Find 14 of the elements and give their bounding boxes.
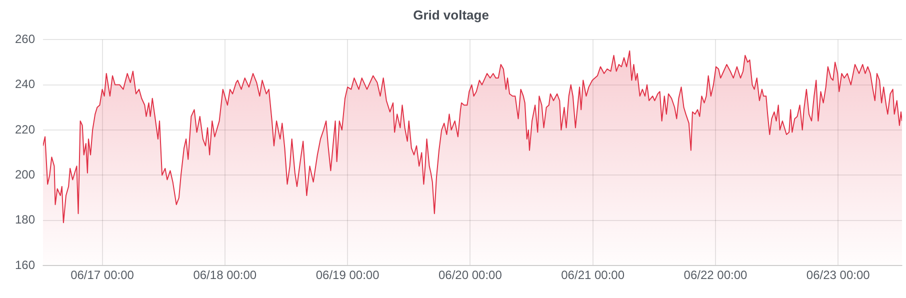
x-tick-label: 06/22 00:00 bbox=[684, 268, 748, 282]
y-tick-label: 220 bbox=[14, 122, 36, 136]
chart-title: Grid voltage bbox=[413, 7, 489, 22]
y-tick-label: 160 bbox=[14, 258, 36, 272]
y-tick-label: 180 bbox=[14, 212, 36, 227]
x-tick-label: 06/21 00:00 bbox=[561, 268, 625, 282]
y-tick-label: 200 bbox=[14, 168, 36, 182]
y-tick-label: 240 bbox=[14, 77, 36, 92]
y-tick-label: 260 bbox=[14, 32, 36, 46]
x-tick-label: 06/23 00:00 bbox=[806, 268, 870, 282]
x-tick-label: 06/19 00:00 bbox=[316, 268, 380, 282]
x-tick-label: 06/18 00:00 bbox=[193, 268, 257, 282]
x-tick-label: 06/20 00:00 bbox=[438, 268, 502, 282]
x-tick-label: 06/17 00:00 bbox=[70, 268, 134, 282]
